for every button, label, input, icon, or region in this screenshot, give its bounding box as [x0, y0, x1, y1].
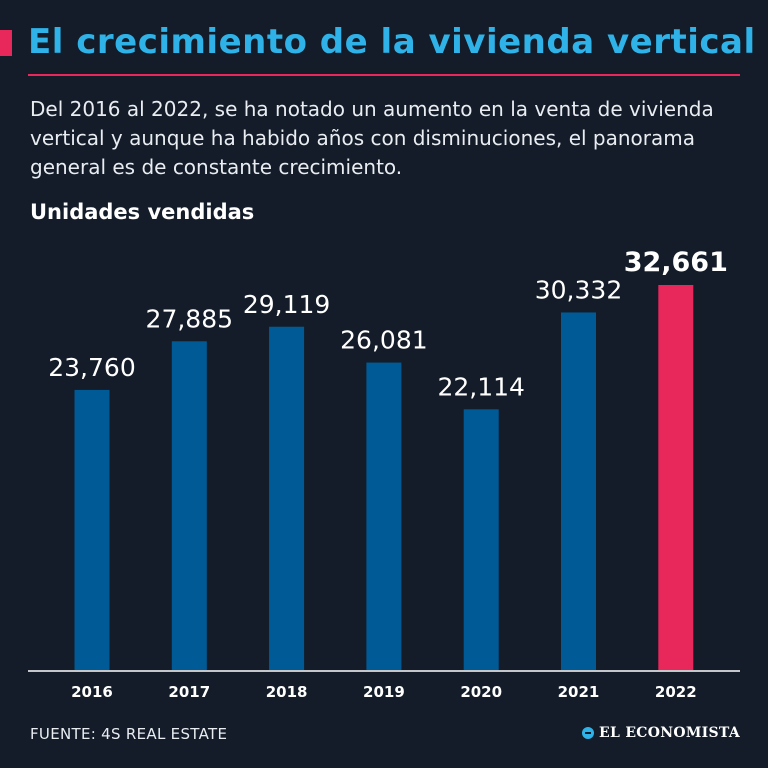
bar-2016 — [74, 389, 110, 670]
x-tick-label-2020: 2020 — [460, 683, 502, 701]
x-tick-label-2016: 2016 — [71, 683, 113, 701]
globe-icon — [582, 727, 595, 739]
bar-2020 — [463, 409, 499, 670]
x-tick-label-2019: 2019 — [363, 683, 405, 701]
value-label-2016: 23,760 — [48, 353, 135, 382]
title-divider — [28, 74, 740, 76]
x-tick-label-2018: 2018 — [266, 683, 308, 701]
bar-2021 — [561, 312, 596, 670]
brand-name: EL ECONOMISTA — [599, 725, 740, 741]
x-tick-label-2017: 2017 — [168, 683, 210, 701]
value-label-2017: 27,885 — [146, 304, 233, 333]
value-label-2021: 30,332 — [535, 275, 622, 304]
page-title: El crecimiento de la vivienda vertical — [28, 22, 756, 62]
bar-2017 — [171, 341, 207, 670]
page-subtitle: Del 2016 al 2022, se ha notado un aument… — [30, 97, 714, 179]
x-tick-label-2021: 2021 — [558, 683, 600, 701]
units-label: Unidades vendidas — [30, 200, 255, 224]
bar-2018 — [269, 326, 305, 670]
value-label-2018: 29,119 — [243, 290, 330, 319]
value-label-2022: 32,661 — [624, 247, 728, 278]
bars-group: 23,760 2016 27,885 2017 29,119 2018 26,081 2019… — [48, 247, 728, 701]
source-note: FUENTE: 4S REAL ESTATE — [30, 725, 228, 743]
x-tick-label-2022: 2022 — [655, 683, 697, 701]
title-accent-mark — [0, 30, 12, 56]
brand-logo: EL ECONOMISTA — [582, 725, 740, 741]
value-label-2019: 26,081 — [340, 326, 427, 355]
value-label-2020: 22,114 — [437, 372, 524, 401]
bar-2022 — [658, 285, 694, 670]
bar-2019 — [366, 362, 402, 670]
